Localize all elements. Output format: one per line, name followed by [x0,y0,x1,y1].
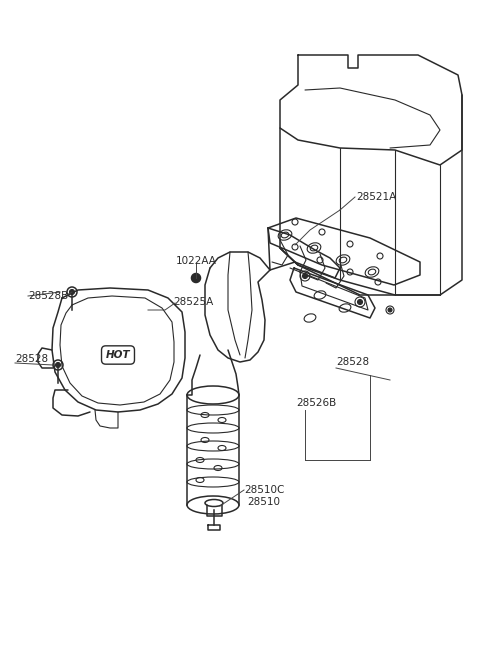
Text: 28510: 28510 [247,497,280,507]
Text: 28528B: 28528B [28,291,68,301]
Circle shape [192,274,201,283]
Text: 28525A: 28525A [173,297,213,307]
Text: HOT: HOT [106,350,130,360]
Circle shape [70,289,74,295]
Text: 28528: 28528 [15,354,48,364]
Circle shape [388,308,392,312]
Text: 28521A: 28521A [356,192,396,202]
Circle shape [302,274,308,279]
Circle shape [56,363,60,367]
Text: 1022AA: 1022AA [176,256,217,266]
Text: 28526B: 28526B [296,398,336,408]
Circle shape [358,300,362,304]
Text: 28528: 28528 [336,357,369,367]
Text: 28510C: 28510C [244,485,284,495]
